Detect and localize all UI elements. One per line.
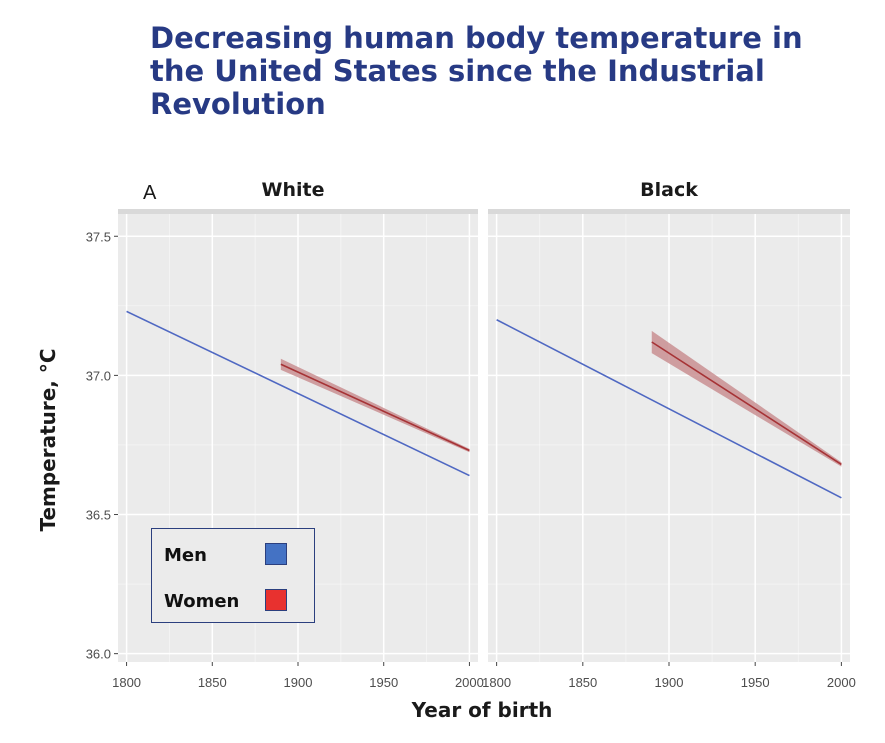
series-line-women-black: [651, 341, 842, 466]
series-line-men-black: [496, 319, 842, 499]
series-line-men-white: [126, 310, 470, 477]
x-tick-label: 1900: [655, 675, 684, 690]
x-tick-label: 1800: [482, 675, 511, 690]
x-tick-label: 1850: [198, 675, 227, 690]
legend: Men Women: [151, 528, 315, 623]
panel-title-0: White: [262, 179, 325, 201]
legend-entry-women: Women: [152, 587, 314, 617]
x-tick-label: 2000: [827, 675, 856, 690]
panel-title-1: Black: [640, 179, 698, 201]
x-tick-label: 1900: [284, 675, 313, 690]
x-tick-label: 1950: [741, 675, 770, 690]
x-axis-title: Year of birth: [411, 698, 553, 722]
panel-strip-bg-0: [118, 168, 478, 214]
y-tick-label: 37.0: [86, 368, 111, 383]
panel-strip-bg-1: [488, 168, 850, 214]
legend-label-women: Women: [164, 591, 240, 612]
y-axis-title: Temperature, °C: [36, 348, 60, 531]
confidence-band-women-black: [651, 330, 842, 467]
series-line-women-white: [280, 363, 470, 452]
y-tick-label: 37.5: [86, 229, 111, 244]
panel-strip-band-0: [118, 209, 478, 214]
panel-strip-band-1: [488, 209, 850, 214]
y-tick-label: 36.0: [86, 647, 111, 662]
headline: Decreasing human body temperature in the…: [150, 21, 803, 121]
legend-entry-men: Men: [152, 541, 314, 571]
legend-swatch-men: [265, 543, 287, 565]
x-tick-label: 1950: [369, 675, 398, 690]
x-tick-label: 1800: [112, 675, 141, 690]
panel-letter: A: [143, 182, 157, 204]
x-tick-label: 1850: [568, 675, 597, 690]
x-tick-label: 2000: [455, 675, 484, 690]
legend-swatch-women: [265, 589, 287, 611]
y-tick-label: 36.5: [86, 508, 111, 523]
legend-label-men: Men: [164, 545, 207, 566]
